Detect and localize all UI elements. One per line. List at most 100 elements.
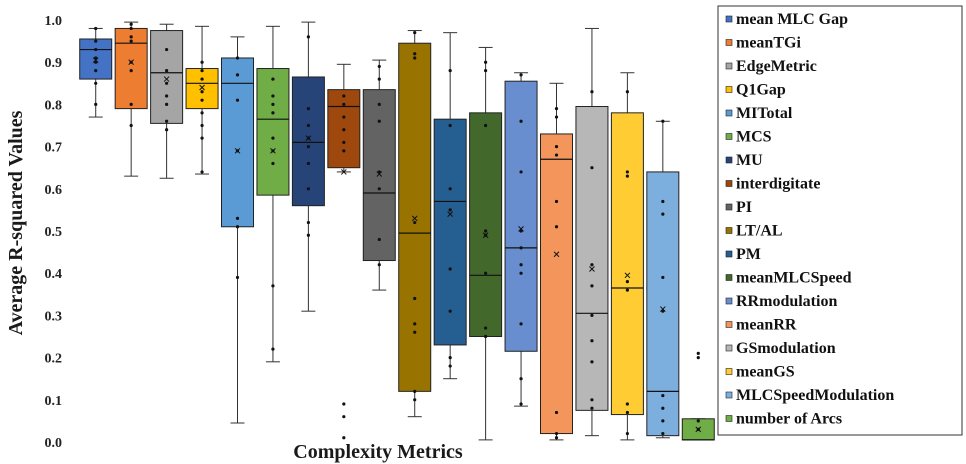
data-point <box>129 102 133 106</box>
data-point <box>625 90 629 94</box>
data-point <box>448 123 452 128</box>
legend-entry: MU <box>736 152 763 169</box>
legend-entry: LT/AL <box>736 223 783 240</box>
data-point <box>271 161 275 166</box>
data-point <box>271 136 275 140</box>
box-iqr <box>540 133 573 435</box>
box-edgemetric <box>150 23 184 179</box>
legend-entry: PM <box>736 246 761 263</box>
data-point <box>200 69 204 73</box>
data-point <box>413 330 417 334</box>
data-point <box>200 60 204 64</box>
data-point <box>554 436 559 440</box>
mean-marker <box>199 84 205 91</box>
mean-marker <box>695 426 702 433</box>
data-point <box>306 233 310 237</box>
data-point <box>519 73 523 77</box>
data-point <box>94 102 98 106</box>
data-point <box>306 220 310 225</box>
x-axis-label: Complexity Metrics <box>293 441 463 463</box>
data-point <box>235 98 240 102</box>
box-pm <box>433 32 467 380</box>
data-point <box>342 102 346 106</box>
data-point <box>448 208 452 212</box>
data-point <box>306 123 310 128</box>
data-point <box>484 326 488 330</box>
legend-entry: interdigitate <box>736 176 820 193</box>
mean-marker <box>482 232 489 239</box>
data-point <box>377 263 381 267</box>
box-mu <box>291 21 325 312</box>
data-point <box>235 56 240 60</box>
mean-marker <box>376 171 383 177</box>
legend-entry: mean MLC Gap <box>736 11 848 28</box>
data-point <box>342 402 346 406</box>
data-point <box>554 225 559 229</box>
data-point <box>625 431 629 436</box>
data-point <box>696 356 700 360</box>
data-point <box>306 35 310 39</box>
box-iqr <box>575 106 609 411</box>
data-point <box>200 77 204 81</box>
box-interdigitate <box>327 63 361 440</box>
data-point <box>377 77 381 81</box>
data-point <box>94 81 98 85</box>
box-iqr <box>291 76 325 207</box>
data-point <box>413 296 417 301</box>
data-point <box>448 267 452 271</box>
data-point <box>590 339 594 343</box>
mean-marker <box>589 266 595 272</box>
legend-swatch <box>725 297 733 305</box>
y-tick-label: 1.0 <box>45 14 63 29</box>
data-point <box>590 263 594 267</box>
data-point <box>554 199 559 204</box>
data-point <box>590 90 594 94</box>
data-point <box>271 77 275 81</box>
y-axis-label: Average R-squared Values <box>5 110 27 335</box>
data-point <box>165 69 169 73</box>
data-point <box>377 64 381 69</box>
data-point <box>590 284 594 288</box>
data-point <box>448 309 452 313</box>
data-point <box>625 174 629 178</box>
data-point <box>342 115 346 119</box>
data-point <box>306 145 310 149</box>
data-point <box>554 153 559 157</box>
data-point <box>377 119 381 123</box>
box-iqr <box>150 30 184 124</box>
data-point <box>519 377 523 381</box>
data-point <box>129 39 133 43</box>
legend-swatch <box>725 62 733 70</box>
y-tick-label: 0.3 <box>45 309 63 324</box>
data-point <box>519 246 523 250</box>
data-point <box>94 69 98 73</box>
data-point <box>448 356 452 360</box>
box-number-of-arcs <box>681 351 715 441</box>
data-point <box>554 410 559 415</box>
data-point <box>306 187 310 191</box>
data-point <box>661 393 665 398</box>
legend-entry: GSmodulation <box>736 340 836 357</box>
data-point <box>661 419 665 423</box>
data-point <box>342 415 346 419</box>
data-point <box>554 107 559 111</box>
data-point <box>696 419 700 423</box>
data-point <box>413 389 417 393</box>
legend-frame <box>717 5 963 436</box>
box-iqr <box>433 118 467 346</box>
legend-entry: PI <box>736 199 752 216</box>
data-point <box>165 94 169 98</box>
data-point <box>342 140 346 144</box>
mean-marker <box>305 135 312 142</box>
data-point <box>484 123 488 128</box>
mean-marker <box>163 76 170 82</box>
box-iqr <box>398 42 432 392</box>
mean-marker <box>92 57 99 63</box>
legend-swatch <box>725 180 733 187</box>
data-point <box>200 170 204 174</box>
data-point <box>165 47 169 52</box>
y-tick-label: 0.4 <box>45 267 63 282</box>
data-point <box>413 398 417 402</box>
data-point <box>625 288 629 292</box>
legend-swatch <box>725 274 733 281</box>
